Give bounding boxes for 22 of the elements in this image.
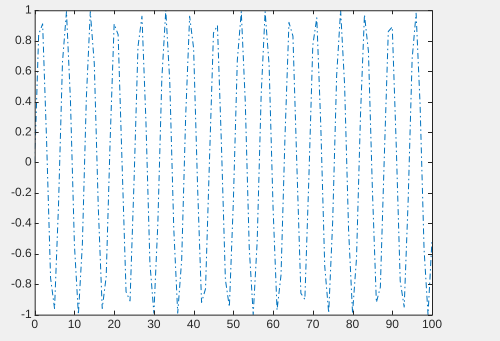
y-tick-label: 0.6 [14, 63, 32, 78]
x-tick-label: 40 [186, 317, 201, 332]
x-tick-label: 30 [147, 317, 161, 332]
x-tick-label: 60 [266, 317, 280, 332]
y-tick-label: -0.2 [10, 185, 32, 200]
x-tick-label: 20 [107, 317, 122, 332]
x-tick-label: 80 [346, 317, 360, 332]
y-tick-label: -0.4 [10, 216, 32, 230]
y-tick-label: 0 [24, 154, 32, 169]
x-tick-label: 50 [226, 317, 240, 332]
y-tick-label: 0.2 [14, 124, 32, 138]
x-tick-label: 10 [68, 317, 82, 332]
y-tick-label: 0.8 [14, 32, 32, 47]
y-tick-label: 0.4 [14, 94, 32, 108]
line-series [34, 10, 432, 315]
y-tick-label: -0.8 [10, 276, 32, 290]
x-tick-label: 90 [386, 317, 400, 332]
x-tick-label: 70 [306, 317, 320, 332]
y-tick-label: -0.6 [10, 246, 32, 260]
y-tick-label: 1 [24, 2, 32, 17]
y-tick-label: -1 [21, 306, 32, 321]
x-tick-label: 100 [422, 317, 442, 332]
